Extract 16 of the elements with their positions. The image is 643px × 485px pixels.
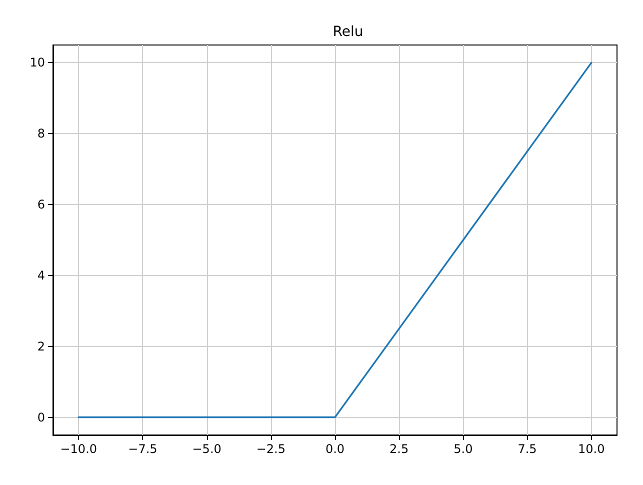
- x-tick-label: −7.5: [128, 442, 158, 456]
- y-tick-label: 0: [37, 410, 45, 424]
- x-tick-label: 5.0: [454, 442, 473, 456]
- y-tick-label: 4: [37, 268, 45, 282]
- x-tick-label: 2.5: [390, 442, 409, 456]
- y-tick-label: 8: [37, 126, 45, 141]
- x-tick-label: 0.0: [325, 442, 345, 456]
- x-tick-label: 7.5: [518, 442, 537, 456]
- x-tick-label: −5.0: [192, 442, 222, 456]
- chart-title: Relu: [332, 24, 364, 40]
- x-tick-label: 10.0: [578, 442, 605, 456]
- y-tick-label: 10: [30, 56, 45, 70]
- x-tick-label: −10.0: [60, 442, 98, 456]
- y-tick-label: 2: [37, 339, 45, 354]
- y-tick-label: 6: [37, 198, 45, 212]
- x-tick-label: −2.5: [256, 442, 286, 456]
